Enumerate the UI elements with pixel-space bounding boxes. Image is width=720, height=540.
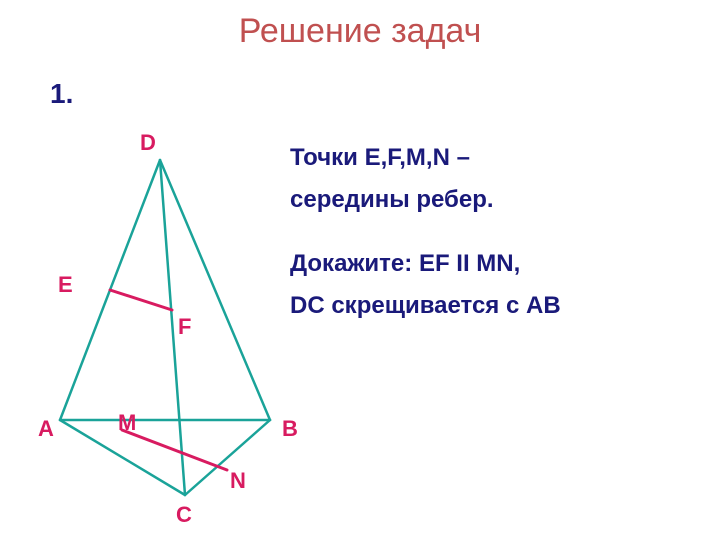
vertex-label-E: E [58,272,73,298]
vertex-label-C: С [176,502,192,528]
vertex-label-F: F [178,314,191,340]
vertex-label-M: М [118,410,136,436]
problem-text: Точки E,F,M,N – середины ребер. Докажите… [290,140,710,330]
vertex-label-N: N [230,468,246,494]
text-line-4: DC скрещивается с АВ [290,288,710,324]
text-line-3: Докажите: EF II MN, [290,246,710,282]
slide: Решение задач 1. D А В С E F М N Точки E… [0,0,720,540]
text-line-2: середины ребер. [290,182,710,218]
vertex-label-D: D [140,130,156,156]
vertex-label-B: В [282,416,298,442]
text-line-1: Точки E,F,M,N – [290,140,710,176]
vertex-label-A: А [38,416,54,442]
